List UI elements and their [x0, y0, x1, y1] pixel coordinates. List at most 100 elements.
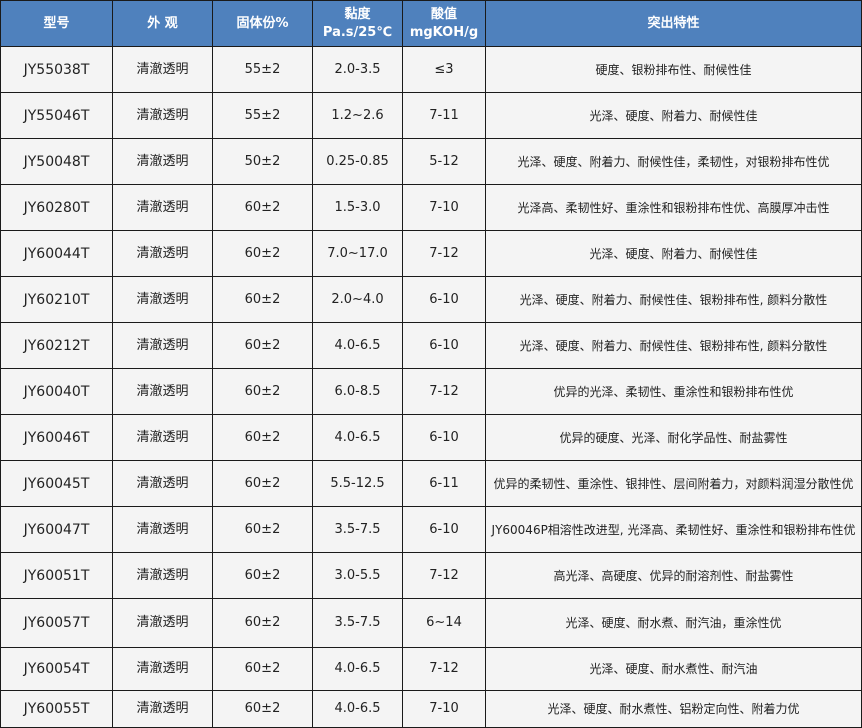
header-acid-label: 酸值 [430, 6, 457, 22]
header-appearance: 外 观 [112, 0, 213, 47]
viscosity-cell: 7.0~17.0 [312, 230, 403, 277]
model-cell: JY60055T [0, 690, 113, 728]
table-row: JY50048T 清澈透明 50±2 0.25-0.85 5-12 光泽、硬度、附着力、耐… [0, 138, 862, 185]
features-cell: 高光泽、高硬度、优异的耐溶剂性、耐盐雾性 [485, 552, 862, 599]
appearance-cell: 清澈透明 [112, 230, 213, 277]
features-cell: 优异的硬度、光泽、耐化学品性、耐盐雾性 [485, 414, 862, 461]
features-cell: 光泽、硬度、耐水煮、耐汽油，重涂性优 [485, 598, 862, 648]
header-solids: 固体份% [212, 0, 313, 47]
header-viscosity: 黏度 Pa.s/25℃ [312, 0, 403, 47]
model-cell: JY50048T [0, 138, 113, 185]
viscosity-cell: 4.0-6.5 [312, 647, 403, 691]
features-cell: 光泽高、柔韧性好、重涂性和银粉排布性优、高膜厚冲击性 [485, 184, 862, 231]
table-row: JY60212T 清澈透明 60±2 4.0-6.5 6-10 光泽、硬度、附着力、耐候性… [0, 322, 862, 369]
model-cell: JY60212T [0, 322, 113, 369]
model-cell: JY60210T [0, 276, 113, 323]
acid-value-cell: 6-10 [402, 414, 486, 461]
model-cell: JY60045T [0, 460, 113, 507]
viscosity-cell: 4.0-6.5 [312, 414, 403, 461]
viscosity-cell: 1.2~2.6 [312, 92, 403, 139]
model-cell: JY55046T [0, 92, 113, 139]
solids-cell: 60±2 [212, 230, 313, 277]
table-row: JY60051T 清澈透明 60±2 3.0-5.5 7-12 高光泽、高硬度、优异的耐溶… [0, 552, 862, 599]
table-row: JY60044T 清澈透明 60±2 7.0~17.0 7-12 光泽、硬度、附着力、耐候… [0, 230, 862, 277]
appearance-cell: 清澈透明 [112, 92, 213, 139]
acid-value-cell: 7-12 [402, 647, 486, 691]
table-row: JY60047T 清澈透明 60±2 3.5-7.5 6-10 JY60046P相溶性改进… [0, 506, 862, 553]
features-cell: 光泽、硬度、附着力、耐候性佳 [485, 230, 862, 277]
viscosity-cell: 3.5-7.5 [312, 598, 403, 648]
solids-cell: 55±2 [212, 46, 313, 93]
appearance-cell: 清澈透明 [112, 552, 213, 599]
acid-value-cell: 7-10 [402, 184, 486, 231]
features-cell: 光泽、硬度、附着力、耐候性佳 [485, 92, 862, 139]
solids-cell: 60±2 [212, 598, 313, 648]
acid-value-cell: 7-11 [402, 92, 486, 139]
viscosity-cell: 2.0-3.5 [312, 46, 403, 93]
model-cell: JY60054T [0, 647, 113, 691]
features-cell: 光泽、硬度、附着力、耐候性佳、银粉排布性, 颜料分散性 [485, 276, 862, 323]
appearance-cell: 清澈透明 [112, 506, 213, 553]
solids-cell: 60±2 [212, 276, 313, 323]
acid-value-cell: 7-12 [402, 230, 486, 277]
acid-value-cell: 7-12 [402, 552, 486, 599]
appearance-cell: 清澈透明 [112, 647, 213, 691]
solids-cell: 55±2 [212, 92, 313, 139]
model-cell: JY60280T [0, 184, 113, 231]
solids-cell: 60±2 [212, 552, 313, 599]
table-row: JY60054T 清澈透明 60±2 4.0-6.5 7-12 光泽、硬度、耐水煮性、耐汽… [0, 647, 862, 691]
appearance-cell: 清澈透明 [112, 184, 213, 231]
appearance-cell: 清澈透明 [112, 598, 213, 648]
features-cell: 优异的柔韧性、重涂性、银排性、层间附着力，对颜料润湿分散性优 [485, 460, 862, 507]
features-cell: 光泽、硬度、耐水煮性、铝粉定向性、附着力优 [485, 690, 862, 728]
header-acid: 酸值 mgKOH/g [402, 0, 486, 47]
table-row: JY60057T 清澈透明 60±2 3.5-7.5 6~14 光泽、硬度、耐水煮、耐汽油… [0, 598, 862, 648]
model-cell: JY60051T [0, 552, 113, 599]
acid-value-cell: 7-10 [402, 690, 486, 728]
viscosity-cell: 0.25-0.85 [312, 138, 403, 185]
acid-value-cell: ≤3 [402, 46, 486, 93]
viscosity-cell: 3.0-5.5 [312, 552, 403, 599]
table-row: JY60046T 清澈透明 60±2 4.0-6.5 6-10 优异的硬度、光泽、耐化学品… [0, 414, 862, 461]
solids-cell: 60±2 [212, 647, 313, 691]
table-row: JY60045T 清澈透明 60±2 5.5-12.5 6-11 优异的柔韧性、重涂性、银… [0, 460, 862, 507]
appearance-cell: 清澈透明 [112, 322, 213, 369]
appearance-cell: 清澈透明 [112, 368, 213, 415]
table-row: JY60040T 清澈透明 60±2 6.0-8.5 7-12 优异的光泽、柔韧性、重涂性… [0, 368, 862, 415]
solids-cell: 60±2 [212, 460, 313, 507]
solids-cell: 60±2 [212, 184, 313, 231]
model-cell: JY60040T [0, 368, 113, 415]
acid-value-cell: 6-10 [402, 506, 486, 553]
appearance-cell: 清澈透明 [112, 460, 213, 507]
acid-value-cell: 7-12 [402, 368, 486, 415]
viscosity-cell: 3.5-7.5 [312, 506, 403, 553]
appearance-cell: 清澈透明 [112, 46, 213, 93]
features-cell: 硬度、银粉排布性、耐候性佳 [485, 46, 862, 93]
features-cell: 光泽、硬度、附着力、耐候性佳、银粉排布性, 颜料分散性 [485, 322, 862, 369]
viscosity-cell: 6.0-8.5 [312, 368, 403, 415]
header-acid-unit: mgKOH/g [409, 24, 479, 40]
features-cell: 优异的光泽、柔韧性、重涂性和银粉排布性优 [485, 368, 862, 415]
acid-value-cell: 5-12 [402, 138, 486, 185]
viscosity-cell: 5.5-12.5 [312, 460, 403, 507]
features-cell: JY60046P相溶性改进型, 光泽高、柔韧性好、重涂性和银粉排布性优 [485, 506, 862, 553]
appearance-cell: 清澈透明 [112, 138, 213, 185]
viscosity-cell: 1.5-3.0 [312, 184, 403, 231]
appearance-cell: 清澈透明 [112, 276, 213, 323]
acid-value-cell: 6-10 [402, 322, 486, 369]
appearance-cell: 清澈透明 [112, 690, 213, 728]
viscosity-cell: 2.0~4.0 [312, 276, 403, 323]
header-features: 突出特性 [485, 0, 862, 47]
acid-value-cell: 6-11 [402, 460, 486, 507]
viscosity-cell: 4.0-6.5 [312, 690, 403, 728]
viscosity-cell: 4.0-6.5 [312, 322, 403, 369]
features-cell: 光泽、硬度、附着力、耐候性佳，柔韧性，对银粉排布性优 [485, 138, 862, 185]
model-cell: JY60044T [0, 230, 113, 277]
model-cell: JY60046T [0, 414, 113, 461]
acid-value-cell: 6-10 [402, 276, 486, 323]
solids-cell: 50±2 [212, 138, 313, 185]
model-cell: JY60047T [0, 506, 113, 553]
solids-cell: 60±2 [212, 414, 313, 461]
model-cell: JY55038T [0, 46, 113, 93]
